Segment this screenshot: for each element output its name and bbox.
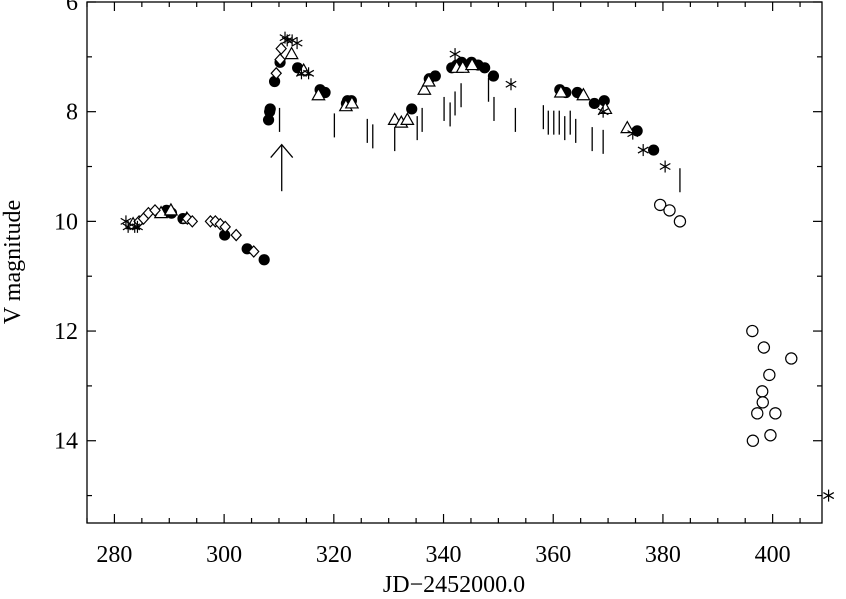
upper-limit-markers — [278, 77, 681, 193]
filled-circle-point — [479, 62, 491, 74]
filled-circle-point — [598, 95, 610, 107]
data-points — [120, 31, 835, 502]
open-triangle-point — [553, 84, 569, 98]
asterisk-point — [627, 127, 639, 140]
filled-circle-point — [406, 103, 418, 115]
asterisk-point — [505, 78, 517, 91]
asterisk-stroke — [291, 39, 303, 47]
filled-circle-point — [264, 103, 276, 115]
asterisk-stroke — [505, 80, 517, 88]
open-circle-point — [769, 407, 782, 420]
open-circle-point — [756, 385, 769, 398]
y-tick-label: 8 — [66, 100, 78, 126]
asterisk-stroke — [279, 34, 291, 42]
asterisk-stroke — [637, 146, 649, 154]
filled-circle-point — [268, 75, 281, 88]
x-axis-title: JD−2452000.0 — [383, 572, 525, 598]
asterisk-point — [129, 220, 141, 233]
asterisk-stroke — [449, 50, 461, 58]
open-diamond-point — [270, 66, 283, 80]
open-triangle-point — [163, 202, 179, 216]
open-circle-point — [764, 429, 777, 442]
open-triangle-point — [421, 73, 436, 87]
filled-circle-point — [487, 70, 500, 82]
y-tick-label: 6 — [66, 0, 78, 16]
x-tick-label: 320 — [316, 542, 352, 568]
asterisk-point — [291, 37, 303, 50]
open-circle-point — [751, 407, 764, 420]
x-tick-label: 380 — [645, 542, 681, 568]
asterisk-stroke — [627, 130, 639, 138]
y-axis-title: V magnitude — [0, 200, 26, 324]
open-diamond-point — [247, 245, 260, 258]
x-tick-label: 360 — [535, 542, 571, 568]
filled-circle-point — [258, 254, 270, 266]
open-circle-point — [663, 204, 676, 217]
annotations — [270, 143, 294, 192]
open-triangle-point — [344, 95, 360, 109]
asterisk-point — [637, 144, 649, 157]
open-circle-point — [653, 198, 667, 212]
filled-circle-point — [648, 144, 660, 156]
up-arrow-annotation — [270, 143, 294, 192]
filled-circle-point — [262, 114, 275, 126]
open-circle-point — [785, 352, 798, 365]
open-diamond-point — [275, 42, 287, 56]
open-circle-point — [746, 434, 760, 447]
open-circle-point — [673, 215, 687, 228]
asterisk-stroke — [281, 36, 293, 44]
open-diamond-point — [219, 220, 232, 234]
asterisk-point — [281, 34, 293, 47]
axis-ticks — [86, 1, 822, 523]
asterisk-stroke — [597, 108, 609, 116]
asterisk-point — [597, 105, 609, 118]
asterisk-stroke — [823, 492, 835, 500]
y-tick-label: 12 — [54, 319, 78, 345]
open-diamond-point — [230, 228, 243, 242]
y-tick-label: 10 — [54, 209, 78, 235]
asterisk-stroke — [131, 223, 143, 231]
asterisk-stroke — [659, 163, 671, 171]
y-tick-label: 14 — [54, 429, 78, 455]
open-circle-point — [763, 368, 776, 382]
asterisk-stroke — [129, 223, 141, 231]
open-triangle-point — [417, 82, 432, 95]
x-tick-label: 340 — [426, 542, 462, 568]
open-triangle-point — [400, 112, 415, 126]
open-triangle-point — [620, 120, 635, 134]
open-circle-point — [756, 396, 769, 409]
plot-frame — [86, 1, 823, 524]
asterisk-stroke — [303, 69, 315, 77]
open-circle-point — [757, 341, 771, 354]
open-diamond-point — [149, 204, 161, 217]
filled-circle-point — [219, 229, 231, 241]
open-circle-point — [746, 324, 759, 338]
filled-circle-point — [588, 97, 600, 110]
arrow-head — [270, 143, 294, 159]
filled-circle-point — [429, 70, 441, 82]
asterisk-stroke — [120, 217, 132, 225]
asterisk-point — [303, 67, 315, 80]
open-triangle-point — [284, 46, 299, 60]
open-triangle-point — [464, 57, 480, 71]
x-tick-label: 280 — [96, 542, 132, 568]
asterisk-point — [131, 220, 143, 233]
open-diamond-point — [186, 214, 199, 228]
open-triangle-point — [311, 87, 326, 101]
asterisk-point — [659, 160, 671, 173]
open-diamond-point — [274, 53, 286, 66]
y-tick-labels: 6 8 10 12 14 — [54, 0, 78, 455]
open-triangle-point — [576, 87, 591, 101]
asterisk-point — [449, 48, 461, 61]
x-tick-label: 300 — [206, 542, 242, 568]
x-tick-labels: 280300320340360380400420 — [96, 542, 791, 568]
x-tick-label: 400 — [755, 542, 791, 568]
asterisk-point — [823, 489, 835, 502]
